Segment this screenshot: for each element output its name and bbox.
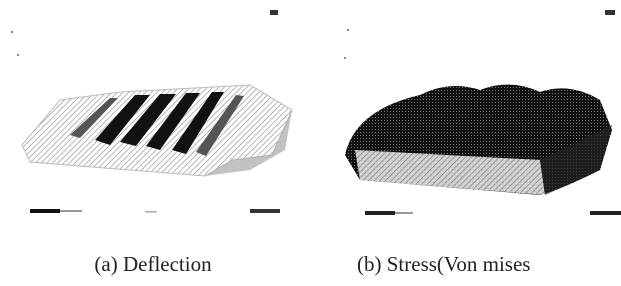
panel-a-image [11, 10, 292, 213]
page: {"figure": {"panels": [{"caption": "(a) … [0, 0, 621, 286]
panel-b-image [344, 10, 621, 215]
caption: (b) Stress(Von mises [357, 252, 530, 276]
caption: (a) Deflection [94, 252, 212, 276]
figure: (a) Deflection (b) Stress(Von mises [0, 0, 621, 286]
